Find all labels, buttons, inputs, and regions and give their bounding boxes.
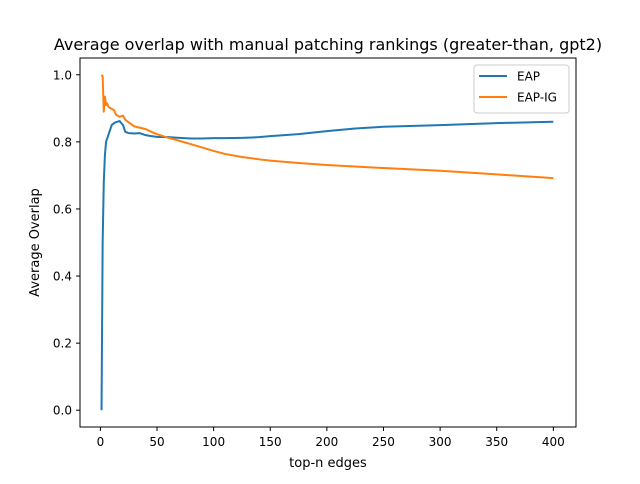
legend-label: EAP-IG <box>517 91 557 105</box>
x-tick-label: 350 <box>485 435 508 449</box>
x-tick-label: 400 <box>542 435 565 449</box>
y-tick-label: 0.8 <box>53 135 72 149</box>
x-axis-label: top-n edges <box>289 456 367 471</box>
y-axis: 0.0 0.2 0.4 0.6 0.8 1.0 <box>53 68 80 418</box>
series-lines <box>100 74 554 411</box>
x-tick-label: 200 <box>315 435 338 449</box>
x-tick-label: 300 <box>429 435 452 449</box>
legend-label: EAP <box>517 70 540 84</box>
y-tick-label: 0.0 <box>53 404 72 418</box>
x-axis: 0 50 100 150 200 250 300 350 400 <box>97 427 565 449</box>
chart-title: Average overlap with manual patching ran… <box>54 35 602 54</box>
plot-area-frame <box>79 57 577 428</box>
y-tick-label: 0.4 <box>53 270 72 284</box>
x-tick-label: 250 <box>372 435 395 449</box>
x-tick-label: 0 <box>97 435 105 449</box>
y-axis-label: Average Overlap <box>28 188 43 297</box>
x-tick-label: 100 <box>202 435 225 449</box>
y-tick-label: 1.0 <box>53 68 72 82</box>
x-tick-label: 150 <box>259 435 282 449</box>
series-line-eap-ig <box>100 74 554 180</box>
legend: EAP EAP-IG <box>473 64 570 114</box>
y-tick-label: 0.6 <box>53 202 72 216</box>
x-tick-label: 50 <box>149 435 164 449</box>
y-tick-label: 0.2 <box>53 337 72 351</box>
series-line-eap <box>100 120 554 411</box>
